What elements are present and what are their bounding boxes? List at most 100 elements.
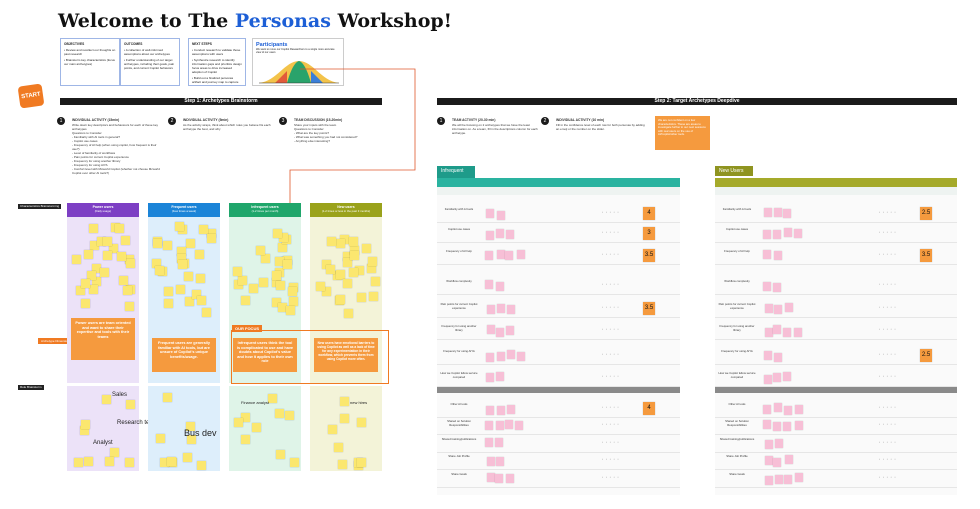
- sticky-note[interactable]: [153, 239, 162, 248]
- pink-note[interactable]: [795, 421, 803, 430]
- pink-note[interactable]: [794, 328, 802, 337]
- sticky-note[interactable]: [367, 264, 376, 273]
- sticky-note[interactable]: [115, 224, 124, 233]
- confidence-slider[interactable]: • • • • •: [879, 374, 897, 378]
- sticky-note[interactable]: [185, 297, 194, 306]
- sticky-note[interactable]: [126, 259, 135, 268]
- sticky-note[interactable]: [343, 279, 352, 288]
- pink-note[interactable]: [774, 353, 782, 362]
- pink-note[interactable]: [765, 328, 773, 337]
- sticky-note[interactable]: [109, 244, 118, 253]
- sticky-note[interactable]: [340, 414, 349, 423]
- confidence-slider[interactable]: • • • • •: [879, 210, 897, 214]
- sticky-note[interactable]: [278, 303, 287, 312]
- sticky-note[interactable]: [290, 458, 299, 467]
- sticky-note[interactable]: [336, 270, 345, 279]
- sticky-note[interactable]: [276, 281, 285, 290]
- confidence-slider[interactable]: • • • • •: [602, 230, 620, 234]
- confidence-slider[interactable]: • • • • •: [879, 440, 897, 444]
- pink-note[interactable]: [506, 474, 514, 483]
- confidence-score[interactable]: 4: [643, 207, 655, 220]
- pink-note[interactable]: [775, 475, 783, 484]
- sticky-note[interactable]: [350, 251, 359, 260]
- sticky-note[interactable]: [81, 420, 90, 429]
- sticky-note[interactable]: [334, 443, 343, 452]
- sticky-note[interactable]: [276, 450, 285, 459]
- pink-note[interactable]: [505, 420, 513, 429]
- confidence-score[interactable]: 3.5: [643, 302, 655, 315]
- confidence-slider[interactable]: • • • • •: [879, 282, 897, 286]
- pink-note[interactable]: [496, 421, 504, 430]
- sticky-note[interactable]: [249, 284, 258, 293]
- sticky-note[interactable]: [164, 287, 173, 296]
- pink-note[interactable]: [487, 473, 495, 482]
- sticky-note[interactable]: [175, 222, 184, 231]
- pink-note[interactable]: [496, 372, 504, 381]
- sticky-note[interactable]: [207, 234, 216, 243]
- sticky-note[interactable]: [202, 308, 211, 317]
- pink-note[interactable]: [773, 230, 781, 239]
- pink-note[interactable]: [485, 421, 493, 430]
- confidence-score[interactable]: 3: [643, 227, 655, 240]
- pink-note[interactable]: [507, 305, 515, 314]
- confidence-slider[interactable]: • • • • •: [602, 210, 620, 214]
- confidence-slider[interactable]: • • • • •: [602, 252, 620, 256]
- sticky-note[interactable]: [234, 418, 243, 427]
- pink-note[interactable]: [783, 209, 791, 218]
- sticky-note[interactable]: [207, 229, 216, 238]
- sticky-note[interactable]: [177, 254, 186, 263]
- pink-note[interactable]: [795, 473, 803, 482]
- pink-note[interactable]: [485, 280, 493, 289]
- pink-note[interactable]: [764, 375, 772, 384]
- confidence-slider[interactable]: • • • • •: [602, 374, 620, 378]
- confidence-slider[interactable]: • • • • •: [879, 352, 897, 356]
- sticky-note[interactable]: [326, 265, 335, 274]
- confidence-slider[interactable]: • • • • •: [602, 405, 620, 409]
- sticky-note[interactable]: [241, 413, 250, 422]
- confidence-slider[interactable]: • • • • •: [602, 352, 620, 356]
- confidence-slider[interactable]: • • • • •: [879, 457, 897, 461]
- sticky-note[interactable]: [268, 394, 277, 403]
- sticky-note[interactable]: [72, 255, 81, 264]
- sticky-note[interactable]: [110, 448, 119, 457]
- pink-note[interactable]: [486, 353, 494, 362]
- sticky-note[interactable]: [272, 271, 281, 280]
- pink-note[interactable]: [485, 438, 493, 447]
- pink-note[interactable]: [783, 372, 791, 381]
- confidence-slider[interactable]: • • • • •: [879, 230, 897, 234]
- sticky-note[interactable]: [336, 295, 345, 304]
- sticky-note[interactable]: [288, 287, 297, 296]
- sticky-note[interactable]: [368, 257, 377, 266]
- sticky-note[interactable]: [197, 461, 206, 470]
- pink-note[interactable]: [497, 250, 505, 259]
- sticky-note[interactable]: [357, 418, 366, 427]
- confidence-slider[interactable]: • • • • •: [879, 475, 897, 479]
- sticky-note[interactable]: [97, 237, 106, 246]
- pink-note[interactable]: [496, 229, 504, 238]
- sticky-note[interactable]: [350, 246, 359, 255]
- pink-note[interactable]: [773, 458, 781, 467]
- pink-note[interactable]: [763, 405, 771, 414]
- confidence-slider[interactable]: • • • • •: [879, 305, 897, 309]
- pink-note[interactable]: [517, 352, 525, 361]
- pink-note[interactable]: [507, 405, 515, 414]
- pink-note[interactable]: [486, 209, 494, 218]
- sticky-note[interactable]: [187, 435, 196, 444]
- pink-note[interactable]: [765, 456, 773, 465]
- sticky-note[interactable]: [192, 290, 201, 299]
- sticky-note[interactable]: [84, 457, 93, 466]
- pink-note[interactable]: [507, 350, 515, 359]
- sticky-note[interactable]: [197, 296, 206, 305]
- pink-note[interactable]: [486, 406, 494, 415]
- pink-note[interactable]: [775, 439, 783, 448]
- pink-note[interactable]: [515, 421, 523, 430]
- sticky-note[interactable]: [126, 400, 135, 409]
- confidence-slider[interactable]: • • • • •: [602, 282, 620, 286]
- sticky-note[interactable]: [177, 247, 186, 256]
- sticky-note[interactable]: [343, 258, 352, 267]
- sticky-note[interactable]: [340, 397, 349, 406]
- sticky-note[interactable]: [241, 435, 250, 444]
- sticky-note[interactable]: [89, 224, 98, 233]
- confidence-slider[interactable]: • • • • •: [602, 457, 620, 461]
- sticky-note[interactable]: [252, 423, 261, 432]
